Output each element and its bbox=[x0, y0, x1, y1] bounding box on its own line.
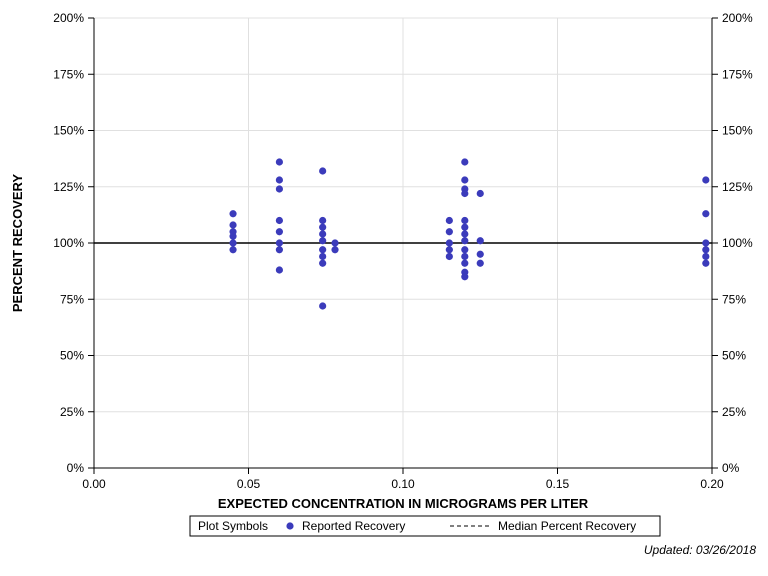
data-point bbox=[477, 237, 484, 244]
data-point bbox=[446, 239, 453, 246]
y-right-tick-label: 175% bbox=[722, 67, 753, 81]
y-right-tick-label: 75% bbox=[722, 292, 746, 306]
data-point bbox=[461, 224, 468, 231]
x-tick-label: 0.10 bbox=[391, 477, 415, 491]
data-point bbox=[461, 217, 468, 224]
data-point bbox=[461, 230, 468, 237]
y-left-tick-label: 100% bbox=[53, 236, 84, 250]
data-point bbox=[461, 190, 468, 197]
data-point bbox=[276, 266, 283, 273]
y-left-tick-label: 125% bbox=[53, 180, 84, 194]
data-point bbox=[331, 239, 338, 246]
data-point bbox=[229, 210, 236, 217]
data-point bbox=[276, 158, 283, 165]
data-point bbox=[319, 167, 326, 174]
data-point bbox=[276, 176, 283, 183]
y-right-tick-label: 200% bbox=[722, 11, 753, 25]
legend-item-label: Median Percent Recovery bbox=[498, 519, 636, 533]
data-point bbox=[702, 253, 709, 260]
data-point bbox=[229, 246, 236, 253]
data-point bbox=[702, 210, 709, 217]
legend-title: Plot Symbols bbox=[198, 519, 268, 533]
data-point bbox=[461, 246, 468, 253]
data-point bbox=[331, 246, 338, 253]
data-point bbox=[477, 260, 484, 267]
data-point bbox=[276, 246, 283, 253]
y-right-tick-label: 0% bbox=[722, 461, 740, 475]
data-point bbox=[229, 239, 236, 246]
data-point bbox=[461, 176, 468, 183]
data-point bbox=[461, 273, 468, 280]
data-point bbox=[702, 246, 709, 253]
data-point bbox=[276, 228, 283, 235]
data-point bbox=[702, 176, 709, 183]
legend-item-label: Reported Recovery bbox=[302, 519, 405, 533]
data-point bbox=[319, 237, 326, 244]
y-left-tick-label: 175% bbox=[53, 67, 84, 81]
data-point bbox=[446, 253, 453, 260]
data-point bbox=[702, 260, 709, 267]
y-left-tick-label: 25% bbox=[60, 405, 84, 419]
data-point bbox=[461, 253, 468, 260]
y-right-tick-label: 125% bbox=[722, 180, 753, 194]
y-right-tick-label: 100% bbox=[722, 236, 753, 250]
data-point bbox=[319, 302, 326, 309]
y-left-tick-label: 200% bbox=[53, 11, 84, 25]
y-left-tick-label: 150% bbox=[53, 124, 84, 138]
data-point bbox=[319, 224, 326, 231]
x-tick-label: 0.20 bbox=[700, 477, 724, 491]
scatter-chart: 0.00 0.05 0.10 0.15 0.20 EXPECTED CONCENTRATI… bbox=[0, 0, 768, 576]
data-point bbox=[319, 230, 326, 237]
data-point bbox=[319, 246, 326, 253]
x-tick-label: 0.05 bbox=[237, 477, 261, 491]
data-point bbox=[461, 158, 468, 165]
data-point bbox=[276, 217, 283, 224]
x-tick-label: 0.15 bbox=[546, 477, 570, 491]
y-axis-label: PERCENT RECOVERY bbox=[10, 174, 25, 313]
data-point bbox=[229, 233, 236, 240]
data-point bbox=[477, 190, 484, 197]
data-point bbox=[276, 185, 283, 192]
data-point bbox=[229, 221, 236, 228]
data-point bbox=[319, 253, 326, 260]
data-point bbox=[446, 217, 453, 224]
y-right-tick-label: 50% bbox=[722, 349, 746, 363]
x-axis-label: EXPECTED CONCENTRATION IN MICROGRAMS PER… bbox=[218, 496, 589, 511]
x-tick-label: 0.00 bbox=[82, 477, 106, 491]
y-right-tick-label: 25% bbox=[722, 405, 746, 419]
data-point bbox=[461, 237, 468, 244]
y-left-tick-label: 75% bbox=[60, 292, 84, 306]
y-right-tick-label: 150% bbox=[722, 124, 753, 138]
data-point bbox=[276, 239, 283, 246]
y-left-tick-label: 0% bbox=[67, 461, 85, 475]
data-point bbox=[702, 239, 709, 246]
data-point bbox=[446, 246, 453, 253]
data-point bbox=[477, 251, 484, 258]
data-point bbox=[319, 217, 326, 224]
data-point bbox=[446, 228, 453, 235]
legend-marker-icon bbox=[286, 522, 293, 529]
updated-label: Updated: 03/26/2018 bbox=[644, 543, 756, 557]
y-left-tick-label: 50% bbox=[60, 349, 84, 363]
data-point bbox=[319, 260, 326, 267]
data-point bbox=[461, 260, 468, 267]
chart-svg: 0.00 0.05 0.10 0.15 0.20 EXPECTED CONCENTRATI… bbox=[0, 0, 768, 576]
